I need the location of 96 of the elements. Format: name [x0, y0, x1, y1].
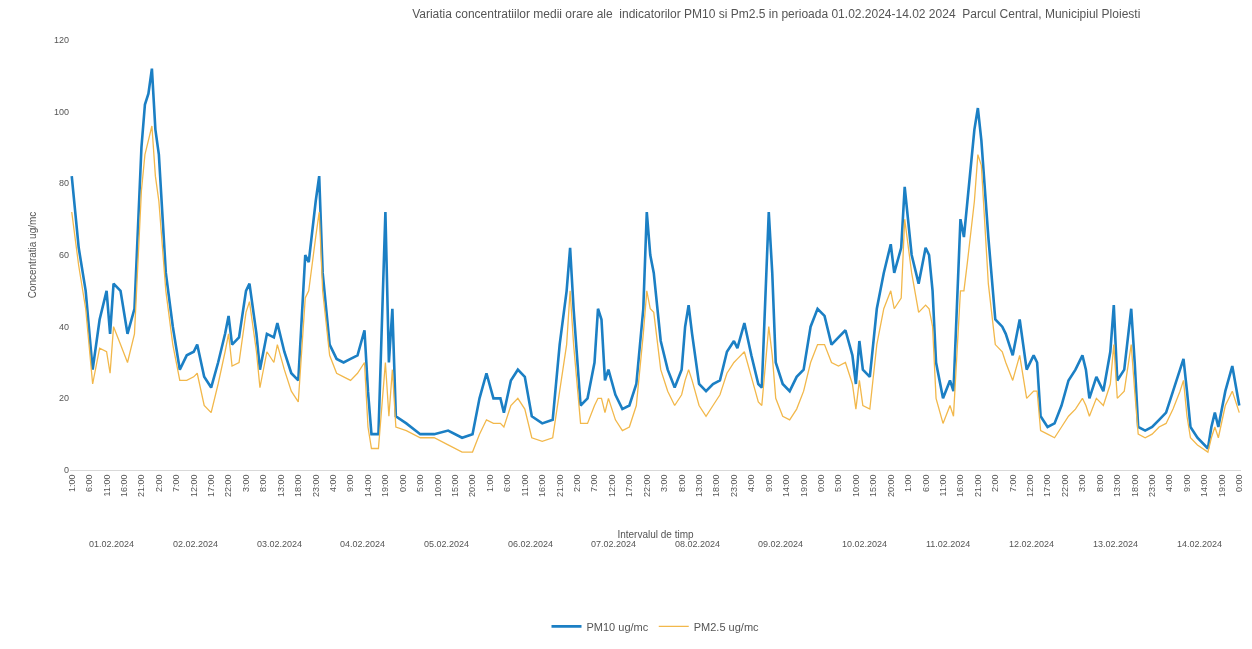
text: 01.02.2024	[89, 539, 135, 549]
x-tick-label: 4:00	[746, 474, 757, 493]
x-tick-label: 2:00	[153, 474, 164, 493]
x-tick-label: 8:00	[258, 474, 269, 493]
x-tick-label: 20:00	[467, 474, 478, 498]
text: 04.02.2024	[340, 539, 386, 549]
x-tick-label: 9:00	[1181, 474, 1192, 493]
x-tick-label: 2:00	[990, 474, 1001, 493]
x-tick-label: 17:00	[624, 474, 635, 498]
text: 06.02.2024	[508, 539, 554, 549]
x-tick-label: 13:00	[275, 474, 286, 498]
text: 12.02.2024	[1009, 539, 1055, 549]
x-tick-label: 0:00	[815, 474, 826, 493]
x-tick-label: 23:00	[728, 474, 739, 498]
x-tick-label: 23:00	[310, 474, 321, 498]
x-tick-label: 6:00	[84, 474, 95, 493]
x-tick-label: 11:00	[101, 474, 112, 497]
y-axis-title: Concentratia ug/mc	[26, 211, 38, 299]
text: 14.02.2024	[1177, 539, 1223, 549]
x-tick-label: 12:00	[606, 474, 617, 498]
x-tick-label: 13:00	[693, 474, 704, 498]
x-tick-label: 3:00	[240, 474, 251, 493]
text: 13.02.2024	[1093, 539, 1139, 549]
x-tick-label: 12:00	[1025, 474, 1036, 498]
x-tick-label: 14:00	[1199, 474, 1210, 498]
line-series	[71, 125, 1240, 453]
y-tick-label: 80	[58, 178, 69, 189]
x-tick-label: 22:00	[223, 474, 234, 498]
x-tick-label: 14:00	[781, 474, 792, 498]
y-tick-label: 40	[58, 321, 69, 332]
text: 05.02.2024	[424, 539, 470, 549]
y-tick-label: 20	[58, 393, 69, 404]
text: 11.02.2024	[926, 539, 971, 549]
y-tick-label: 120	[53, 35, 69, 46]
x-tick-label: 6:00	[502, 474, 513, 493]
x-tick-label: 20:00	[885, 474, 896, 498]
x-tick-label: 15:00	[868, 474, 879, 498]
y-tick-label: 100	[53, 106, 69, 117]
x-tick-label: 3:00	[1077, 474, 1088, 493]
x-tick-label: 7:00	[171, 474, 182, 493]
x-tick-label: 21:00	[972, 474, 983, 498]
y-tick-label: 0	[63, 465, 69, 476]
x-tick-label: 19:00	[798, 474, 809, 498]
x-tick-label: 7:00	[1007, 474, 1018, 493]
line-series	[70, 67, 1241, 450]
x-tick-label: 0:00	[397, 474, 408, 493]
x-tick-label: 6:00	[920, 474, 931, 493]
x-axis-title: Intervalul de timp	[617, 528, 695, 540]
x-tick-label: 19:00	[1216, 474, 1227, 498]
x-tick-label: 8:00	[676, 474, 687, 493]
x-tick-label: 11:00	[937, 474, 948, 497]
legend-label: PM10 ug/mc	[586, 620, 649, 633]
x-tick-label: 16:00	[118, 474, 129, 498]
x-tick-label: 16:00	[955, 474, 966, 498]
x-tick-label: 19:00	[380, 474, 391, 498]
x-tick-label: 12:00	[188, 474, 199, 498]
x-tick-label: 9:00	[345, 474, 356, 493]
x-tick-label: 3:00	[659, 474, 670, 493]
x-tick-label: 17:00	[1042, 474, 1053, 498]
text: 03.02.2024	[257, 539, 303, 549]
x-tick-label: 1:00	[66, 474, 77, 493]
y-tick-label: 60	[58, 250, 69, 261]
x-tick-label: 4:00	[1164, 474, 1175, 493]
x-tick-label: 17:00	[206, 474, 217, 498]
legend-label: PM2.5 ug/mc	[693, 620, 760, 633]
x-tick-label: 0:00	[1234, 474, 1245, 493]
x-tick-label: 5:00	[415, 474, 426, 493]
x-tick-label: 23:00	[1147, 474, 1158, 498]
text: 02.02.2024	[173, 539, 219, 549]
x-tick-label: 9:00	[763, 474, 774, 493]
x-tick-label: 2:00	[572, 474, 583, 493]
x-tick-label: 11:00	[519, 474, 530, 497]
x-tick-label: 14:00	[362, 474, 373, 498]
x-tick-label: 21:00	[554, 474, 565, 498]
x-tick-label: 15:00	[450, 474, 461, 498]
x-tick-label: 18:00	[711, 474, 722, 498]
text: 07.02.2024	[591, 539, 637, 549]
x-tick-label: 10:00	[850, 474, 861, 498]
x-tick-label: 7:00	[589, 474, 600, 493]
chart-title: Variatia concentratiilor medii orare ale indicatorilor PM10 si Pm2.5 in perioada 01.02.2024-14.02 2024 Parcul Central, Municipiul Ploiesti	[412, 7, 1141, 22]
x-tick-label: 13:00	[1112, 474, 1123, 498]
x-tick-label: 21:00	[136, 474, 147, 498]
x-tick-label: 4:00	[328, 474, 339, 493]
text: 09.02.2024	[758, 539, 804, 549]
x-tick-label: 10:00	[432, 474, 443, 498]
x-tick-label: 1:00	[903, 474, 914, 493]
x-tick-label: 22:00	[1059, 474, 1070, 498]
x-tick-label: 8:00	[1094, 474, 1105, 493]
text: 10.02.2024	[842, 539, 888, 549]
x-tick-label: 22:00	[641, 474, 652, 498]
x-tick-label: 1:00	[484, 474, 495, 493]
x-tick-label: 5:00	[833, 474, 844, 493]
text: 08.02.2024	[675, 539, 721, 549]
x-tick-label: 18:00	[293, 474, 304, 498]
x-tick-label: 16:00	[537, 474, 548, 498]
x-tick-label: 18:00	[1129, 474, 1140, 498]
